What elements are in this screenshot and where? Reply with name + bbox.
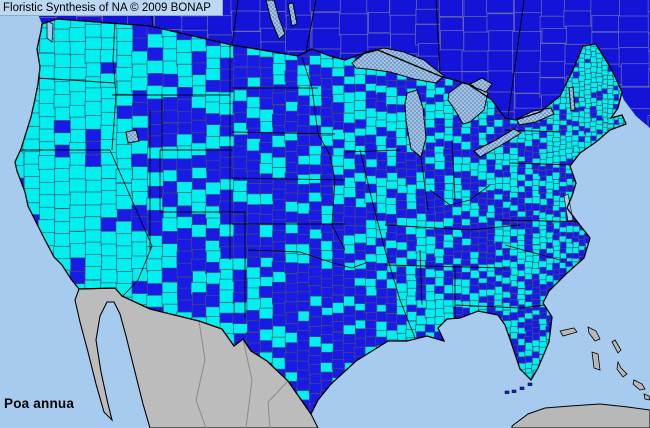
attribution-text: Floristic Synthesis of NA © 2009 BONAP bbox=[3, 2, 211, 14]
species-name-label: Poa annua bbox=[4, 396, 75, 411]
caribbean-islands bbox=[504, 326, 650, 428]
great-lakes bbox=[46, 0, 576, 222]
map-attribution-bar: Floristic Synthesis of NA © 2009 BONAP bbox=[0, 0, 223, 16]
us-border-outline bbox=[14, 18, 627, 416]
